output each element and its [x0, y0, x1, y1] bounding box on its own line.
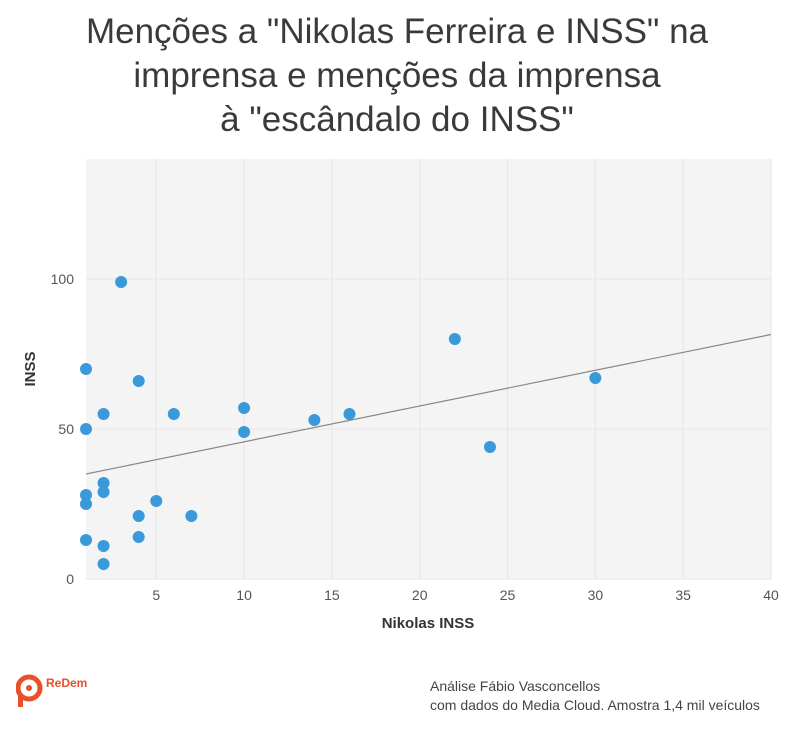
- data-point: [132, 375, 145, 387]
- data-point: [97, 558, 110, 570]
- x-tick-label: 40: [763, 587, 779, 603]
- data-point: [80, 423, 92, 435]
- data-point: [80, 534, 92, 546]
- data-point: [150, 495, 163, 507]
- credit-line-2: com dados do Media Cloud. Amostra 1,4 mi…: [430, 697, 760, 713]
- data-point: [308, 414, 321, 426]
- y-axis-label: INSS: [22, 351, 39, 386]
- data-point: [80, 498, 92, 510]
- chart-title-line-1: Menções a "Nikolas Ferreira e INSS" na: [85, 12, 709, 51]
- data-point: [97, 540, 110, 552]
- trendline-line: [85, 333, 772, 475]
- redem-logo-text: ReDem: [46, 676, 88, 690]
- data-point: [97, 477, 110, 489]
- y-tick-label: 50: [58, 421, 74, 437]
- x-tick-label: 15: [324, 587, 340, 603]
- data-point: [185, 510, 198, 522]
- data-point: [238, 426, 251, 438]
- data-point: [238, 402, 251, 414]
- data-point: [343, 408, 356, 420]
- trendline: [85, 333, 772, 475]
- x-tick-label: 35: [675, 587, 691, 603]
- scatter-chart: 5 10 15 20 25 30 35 40 0 50 100 Nikolas INSS INSS: [22, 159, 779, 632]
- grid-lines: [86, 159, 772, 580]
- data-points: [80, 276, 602, 570]
- data-point: [483, 441, 496, 453]
- data-point: [589, 372, 602, 384]
- chart-title: Menções a "Nikolas Ferreira e INSS" na i…: [0, 10, 794, 142]
- x-tick-label: 5: [152, 587, 160, 603]
- x-tick-label: 20: [412, 587, 428, 603]
- x-axis-label: Nikolas INSS: [382, 615, 475, 632]
- chart-title-line-3: à "escândalo do INSS": [220, 100, 574, 139]
- data-point: [448, 333, 461, 345]
- plot-background: [86, 159, 771, 579]
- data-point: [97, 408, 110, 420]
- data-point: [80, 489, 92, 501]
- tick-labels: 5 10 15 20 25 30 35 40 0 50 100: [51, 271, 779, 603]
- credit-line-1: Análise Fábio Vasconcellos: [430, 678, 601, 694]
- x-tick-label: 25: [500, 587, 516, 603]
- chart-title-line-2: imprensa e menções da imprensa: [133, 56, 661, 95]
- y-tick-label: 0: [66, 571, 74, 587]
- data-point: [115, 276, 128, 288]
- redem-logo-icon: [15, 674, 43, 707]
- redem-logo: ReDem: [15, 672, 146, 712]
- source-credit: Análise Fábio Vasconcellos com dados do …: [430, 677, 760, 715]
- x-tick-label: 30: [588, 587, 604, 603]
- data-point: [167, 408, 180, 420]
- x-tick-label: 10: [236, 587, 252, 603]
- data-point: [132, 531, 145, 543]
- data-point: [80, 363, 92, 375]
- y-tick-label: 100: [51, 271, 75, 287]
- data-point: [97, 486, 110, 498]
- data-point: [132, 510, 145, 522]
